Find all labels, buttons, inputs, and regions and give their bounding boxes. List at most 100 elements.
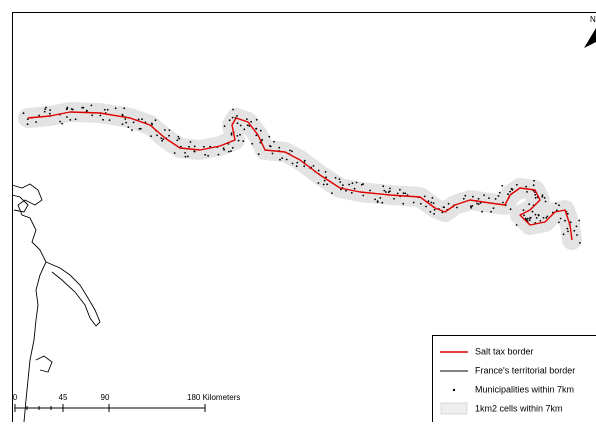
municipality-dot <box>236 115 238 117</box>
municipality-dot <box>397 193 399 195</box>
municipality-dot <box>224 125 226 127</box>
municipality-dot <box>545 217 547 219</box>
legend-label: Salt tax border <box>475 346 534 356</box>
municipality-dot <box>566 228 568 230</box>
municipality-dot <box>231 132 233 134</box>
municipality-dot <box>499 192 501 194</box>
municipality-dot <box>91 105 93 107</box>
municipality-dot <box>190 141 192 143</box>
municipality-dot <box>318 170 320 172</box>
municipality-dot <box>381 202 383 204</box>
municipality-dot <box>296 162 298 164</box>
municipality-dot <box>125 122 127 124</box>
municipality-dot <box>533 184 535 186</box>
municipality-dot <box>155 119 157 121</box>
municipality-dot <box>178 138 180 140</box>
municipality-dot <box>555 203 557 205</box>
municipality-dot <box>430 211 432 213</box>
legend: Salt tax border France's territorial bor… <box>433 336 596 423</box>
municipality-dot <box>564 220 566 222</box>
municipality-dot <box>304 160 306 162</box>
municipality-dot <box>352 182 354 184</box>
municipality-dot <box>389 190 391 192</box>
municipality-dot <box>448 203 450 205</box>
municipality-dot <box>161 140 163 142</box>
municipality-dot <box>404 193 406 195</box>
municipality-dot <box>66 108 68 110</box>
municipality-dot <box>176 139 178 141</box>
municipality-dot <box>529 219 531 221</box>
municipality-dot <box>236 135 238 137</box>
municipality-dot <box>335 177 337 179</box>
municipality-dot <box>369 190 371 192</box>
municipality-dot <box>488 197 490 199</box>
municipality-dot <box>75 118 77 120</box>
municipality-dot <box>578 220 580 222</box>
municipality-dot <box>131 129 133 131</box>
municipality-dot <box>251 143 253 145</box>
municipality-dot <box>281 157 283 159</box>
municipality-dot <box>122 123 124 125</box>
municipality-dot <box>35 121 37 123</box>
municipality-dot <box>139 128 141 130</box>
municipality-dot <box>393 198 395 200</box>
municipality-dot <box>232 109 234 111</box>
municipality-dot <box>456 207 458 209</box>
municipality-dot <box>516 224 518 226</box>
municipality-dot <box>243 128 245 130</box>
municipality-dot <box>67 107 69 109</box>
municipality-dot <box>289 150 291 152</box>
municipality-dot <box>541 196 543 198</box>
municipality-dot <box>44 111 46 113</box>
legend-label: France's territorial border <box>475 365 575 375</box>
municipality-dot <box>326 183 328 185</box>
municipality-dot <box>495 198 497 200</box>
municipality-dot <box>261 139 263 141</box>
municipality-dot <box>164 129 166 131</box>
municipality-dot <box>278 147 280 149</box>
municipality-dot <box>540 220 542 222</box>
municipality-dot <box>180 146 182 148</box>
municipality-dot <box>156 134 158 136</box>
municipality-dot <box>102 119 104 121</box>
legend-symbol <box>441 403 467 414</box>
municipality-dot <box>291 150 293 152</box>
municipality-dot <box>434 209 436 211</box>
municipality-dot <box>507 193 509 195</box>
municipality-dot <box>501 185 503 187</box>
municipality-dot <box>362 183 364 185</box>
municipality-dot <box>177 136 179 138</box>
municipality-dot <box>292 163 294 165</box>
municipality-dot <box>223 149 225 151</box>
municipality-dot <box>115 107 117 109</box>
municipality-dot <box>413 202 415 204</box>
municipality-dot <box>567 231 569 233</box>
municipality-dot <box>325 171 327 173</box>
municipality-dot <box>44 108 46 110</box>
municipality-dot <box>255 128 257 130</box>
municipality-dot <box>69 119 71 121</box>
legend-symbol <box>453 389 455 391</box>
municipality-dot <box>547 216 549 218</box>
municipality-dot <box>49 109 51 111</box>
municipality-dot <box>498 195 500 197</box>
municipality-dot <box>61 123 63 125</box>
municipality-dot <box>428 200 430 202</box>
municipality-dot <box>402 203 404 205</box>
municipality-dot <box>362 195 364 197</box>
municipality-dot <box>185 156 187 158</box>
municipality-dot <box>91 114 93 116</box>
municipality-dot <box>228 151 230 153</box>
municipality-dot <box>230 150 232 152</box>
legend-label: 1km2 cells within 7km <box>475 403 563 413</box>
municipality-dot <box>348 184 350 186</box>
municipality-dot <box>279 159 281 161</box>
municipality-dot <box>535 197 537 199</box>
municipality-dot <box>502 202 504 204</box>
municipality-dot <box>385 191 387 193</box>
municipality-dot <box>23 112 25 114</box>
municipality-dot <box>579 242 581 244</box>
municipality-dot <box>558 222 560 224</box>
legend-label: Municipalities within 7km <box>475 384 574 394</box>
